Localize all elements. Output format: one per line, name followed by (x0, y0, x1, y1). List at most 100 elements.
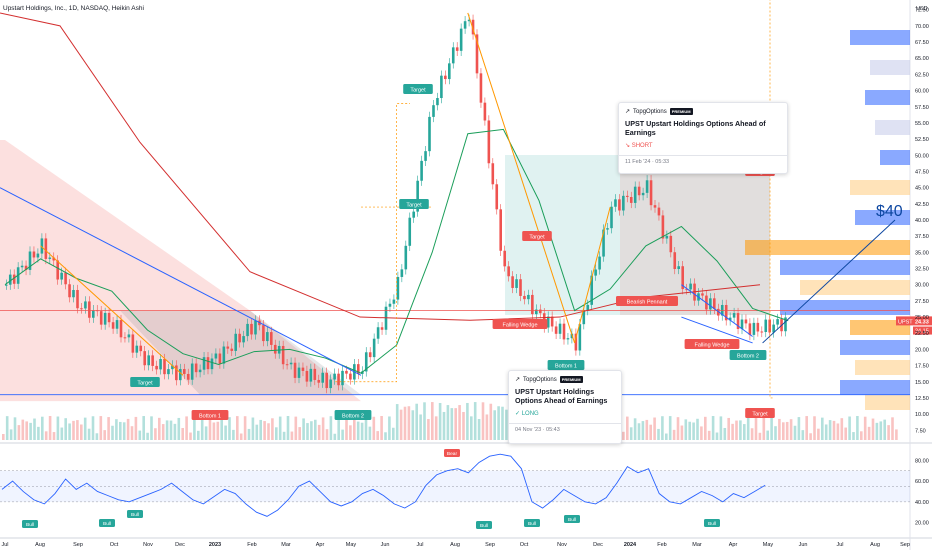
time-tick-label: Sep (485, 542, 495, 548)
candle-body (206, 357, 210, 370)
candle-body (724, 304, 728, 321)
candle-body (428, 116, 431, 152)
volume-bar (189, 432, 192, 440)
rsi-tick-label: 20.00 (915, 521, 929, 527)
volume-bar (766, 430, 769, 440)
candle-body (376, 327, 380, 339)
volume-bar (470, 416, 473, 440)
volume-bar (72, 420, 75, 440)
volume-bar (645, 419, 649, 440)
candle-body (230, 348, 234, 351)
volume-bar (793, 425, 797, 440)
candle-body (550, 316, 554, 327)
volume-bar (243, 416, 247, 440)
candle-body (618, 199, 621, 211)
idea-brand: ↗ TopgOptions PREMIUM (619, 103, 787, 115)
candle-body (404, 245, 408, 270)
volume-profile-bar (850, 320, 910, 335)
candle-body (661, 215, 665, 239)
volume-bar (477, 419, 481, 440)
volume-bar (637, 423, 641, 440)
candle-body (80, 308, 83, 310)
candle-body (60, 272, 63, 280)
rsi-signal-bg (476, 521, 492, 529)
last-price-value-2: 24.15 (915, 329, 929, 335)
candle-body (590, 275, 593, 305)
candle-body (582, 310, 586, 325)
candle-body (218, 353, 222, 364)
candle-body (495, 184, 499, 210)
idea-card-long[interactable]: ↗ TopgOptions PREMIUM UPST Upstart Holdi… (508, 370, 622, 444)
candle-body (440, 75, 443, 99)
time-tick-label: May (763, 542, 774, 548)
volume-bar (466, 402, 469, 440)
volume-bar (754, 416, 758, 440)
candle-body (669, 235, 673, 253)
volume-bar (871, 418, 875, 440)
volume-bar (25, 421, 28, 440)
volume-bar (251, 417, 255, 440)
chart-title: Upstart Holdings, Inc., 1D, NASDAQ, Heik… (3, 5, 144, 12)
volume-profile-bar (865, 395, 910, 410)
signal-label-bg (403, 84, 433, 94)
volume-bar (278, 416, 282, 440)
candle-body (507, 266, 510, 277)
candle-body (491, 163, 495, 185)
candle-body (127, 334, 131, 338)
idea-card-short[interactable]: ↗ TopgOptions PREMIUM UPST Upstart Holdi… (618, 102, 788, 174)
price-tick-label: 65.00 (915, 56, 929, 62)
rsi-signal-bg (99, 519, 115, 527)
volume-bar (473, 402, 477, 440)
volume-bar (364, 418, 368, 440)
candle-body (622, 195, 625, 211)
candle-body (637, 186, 641, 196)
volume-profile-bar (840, 380, 910, 395)
candle-body (12, 274, 16, 284)
volume-bar (821, 417, 824, 440)
volume-bar (824, 424, 828, 440)
signal-label: Target (137, 381, 153, 387)
volume-bar (146, 432, 149, 440)
volume-bar (848, 416, 851, 440)
candle-body (135, 345, 139, 353)
time-tick-label: Oct (520, 542, 529, 548)
price-tick-label: 72.50 (915, 8, 929, 14)
candle-body (566, 338, 570, 340)
candle-body (436, 98, 439, 106)
volume-bar (770, 416, 773, 440)
volume-bar (743, 424, 746, 440)
price-tick-label: 30.00 (915, 283, 929, 289)
rsi-signal-bg (564, 515, 580, 523)
volume-bar (325, 429, 329, 440)
volume-bar (715, 432, 719, 440)
volume-bar (653, 417, 656, 440)
candle-body (44, 238, 48, 259)
candle-body (143, 351, 146, 366)
volume-bar (785, 421, 789, 440)
volume-bar (52, 432, 56, 440)
trendline-blue (0, 187, 362, 376)
volume-bar (384, 432, 387, 440)
volume-bar (2, 434, 5, 440)
candle-body (202, 357, 206, 370)
volume-bar (228, 417, 231, 440)
volume-bar (17, 425, 21, 440)
price-tick-label: 42.50 (915, 202, 929, 208)
volume-bar (298, 427, 301, 440)
rsi-tick-label: 80.00 (915, 458, 929, 464)
volume-bar (115, 419, 118, 440)
signal-label: Target (752, 412, 768, 418)
price-tick-label: 17.50 (915, 364, 929, 370)
price-tick-label: 25.00 (915, 315, 929, 321)
volume-bar (649, 424, 652, 440)
candle-body (234, 333, 237, 351)
candle-body (400, 269, 404, 277)
time-tick-label: Jul (836, 542, 843, 548)
volume-bar (286, 416, 290, 440)
volume-bar (239, 433, 243, 440)
volume-bar (150, 416, 153, 440)
candle-body (744, 319, 748, 324)
price-tick-label: 45.00 (915, 186, 929, 192)
